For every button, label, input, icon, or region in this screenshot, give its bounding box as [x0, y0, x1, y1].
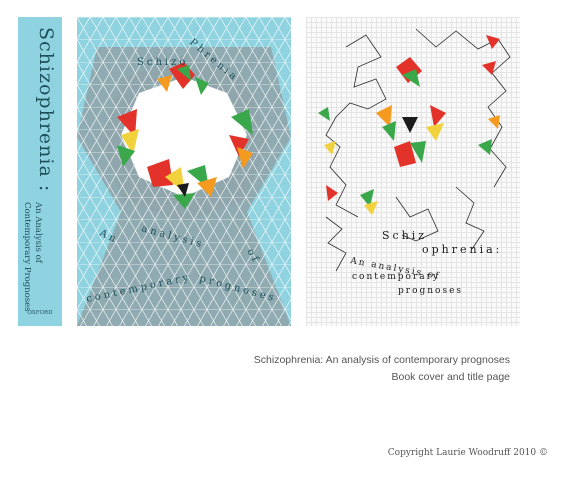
cover-artwork: Schizo Phrenia An analysis of contempora…	[77, 17, 291, 326]
spine-publisher: OXFORD	[27, 310, 53, 316]
caption-subtitle: Book cover and title page	[391, 371, 511, 383]
title-page: Schiz ophrenia: An analysis of contempor…	[306, 17, 520, 326]
book-spine: Schizophrenia : An Analysis of Contempor…	[18, 17, 62, 326]
spine-subtitle: An Analysis of	[33, 201, 43, 264]
title-page-title-2: ophrenia:	[422, 243, 502, 256]
book-front-cover: Schizo Phrenia An analysis of contempora…	[77, 17, 291, 326]
spine-subtitle-2: Contemporary Prognoses	[22, 202, 32, 312]
kaleidoscope-pattern	[117, 62, 253, 209]
title-page-title-1: Schiz	[382, 229, 427, 242]
title-page-subtitle-2: contemporary	[352, 272, 440, 282]
copyright-notice: Copyright Laurie Woodruff 2010 ©	[387, 448, 548, 458]
title-page-kaleidoscope	[318, 35, 500, 215]
title-page-subtitle-3: prognoses	[398, 286, 463, 296]
caption-title: Schizophrenia: An analysis of contempora…	[253, 354, 510, 366]
title-page-artwork: Schiz ophrenia: An analysis of contempor…	[318, 28, 511, 296]
cover-title-1: Schizo	[137, 57, 188, 68]
spine-title: Schizophrenia :	[35, 27, 57, 192]
